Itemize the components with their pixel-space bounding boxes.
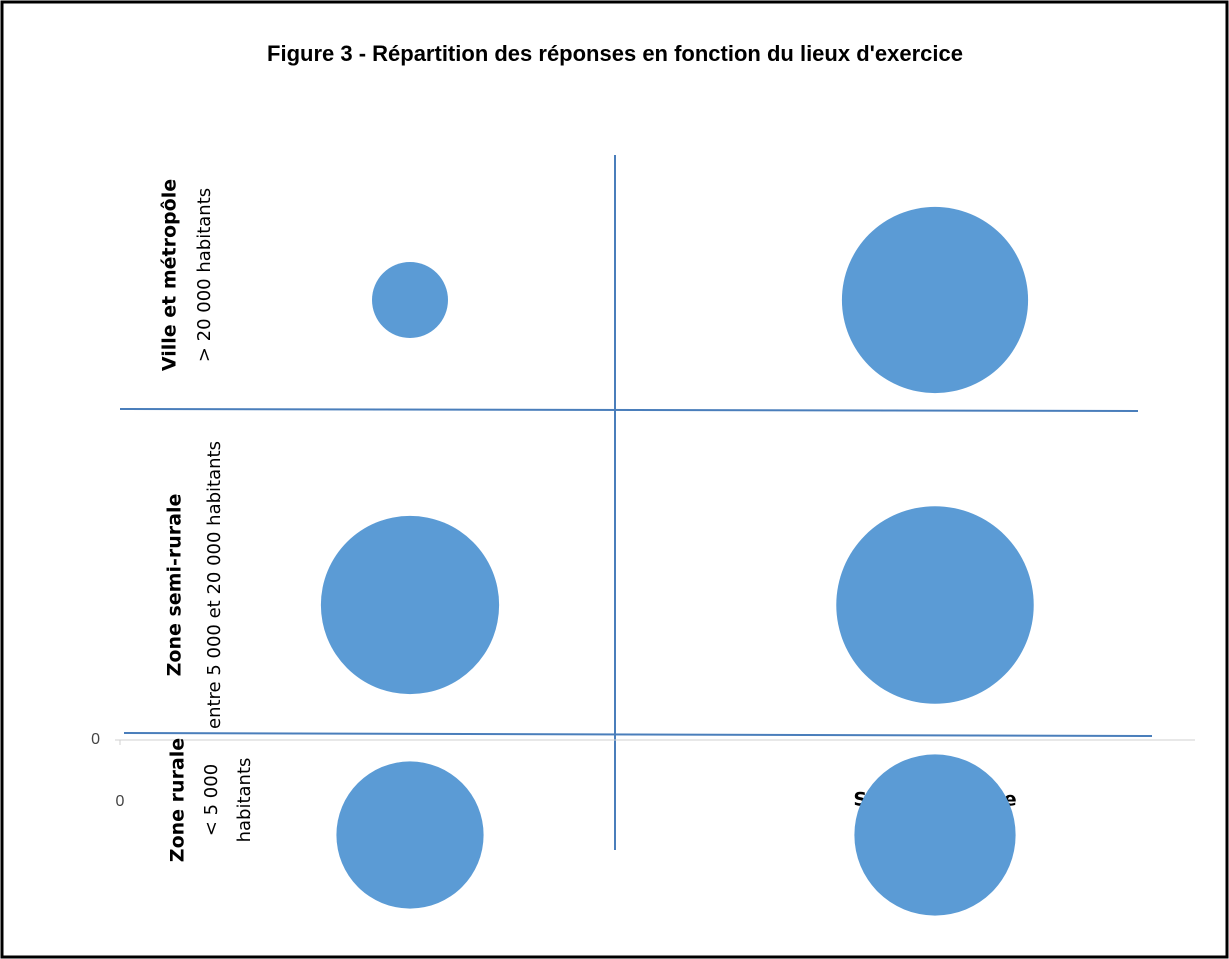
zone-label: Zone rurale	[167, 738, 189, 862]
bubble	[854, 754, 1016, 916]
bubble	[841, 206, 1029, 394]
zone-label: Ville et métropôle	[159, 179, 181, 371]
divider	[123, 732, 1153, 737]
divider	[119, 408, 1139, 412]
x-tick-label: 0	[116, 793, 125, 810]
bubble	[336, 761, 484, 909]
zone-sublabel: habitants	[234, 758, 255, 843]
zone-sublabel: < 5 000	[201, 764, 222, 836]
chart-title: Figure 3 - Répartition des réponses en f…	[267, 41, 963, 66]
y-tick-label: 0	[91, 731, 100, 748]
zone-sublabel: entre 5 000 et 20 000 habitants	[204, 441, 225, 729]
bubble	[372, 262, 448, 338]
bubble	[320, 515, 500, 695]
zone-label: Zone semi-rurale	[164, 494, 186, 677]
zone-sublabel: > 20 000 habitants	[194, 188, 215, 362]
bubble	[836, 506, 1034, 704]
